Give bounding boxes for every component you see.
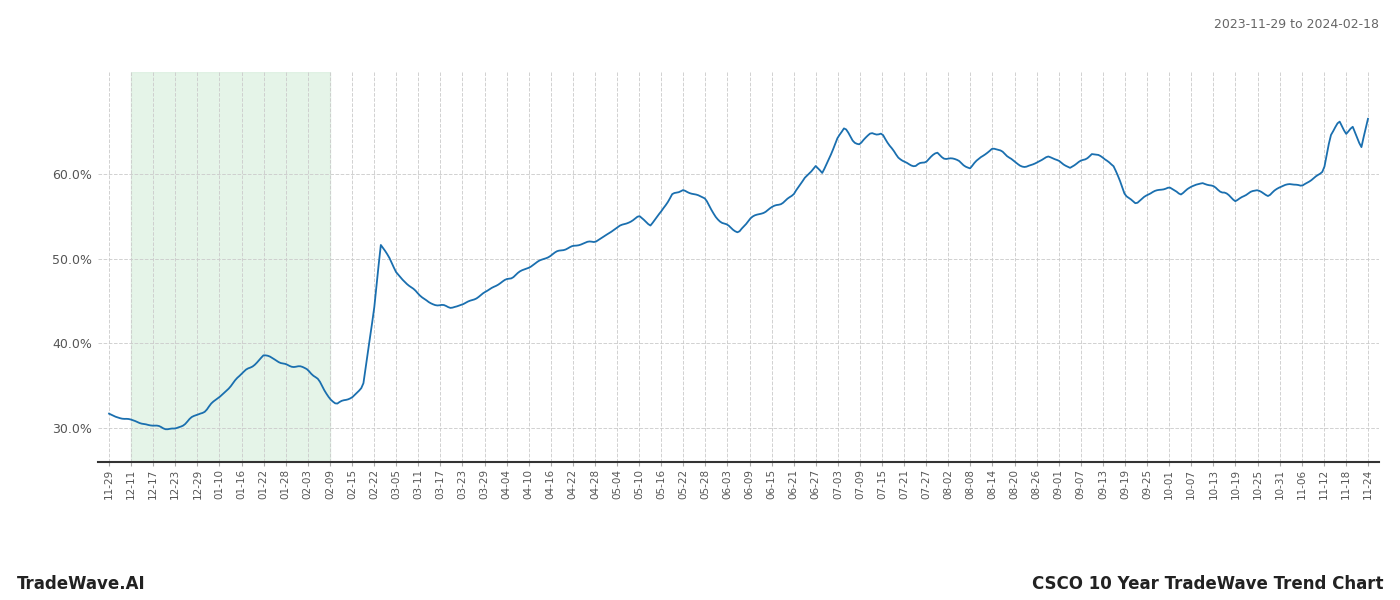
Bar xyxy=(132,72,330,462)
Text: 2023-11-29 to 2024-02-18: 2023-11-29 to 2024-02-18 xyxy=(1214,18,1379,31)
Text: CSCO 10 Year TradeWave Trend Chart: CSCO 10 Year TradeWave Trend Chart xyxy=(1032,575,1383,593)
Text: TradeWave.AI: TradeWave.AI xyxy=(17,575,146,593)
